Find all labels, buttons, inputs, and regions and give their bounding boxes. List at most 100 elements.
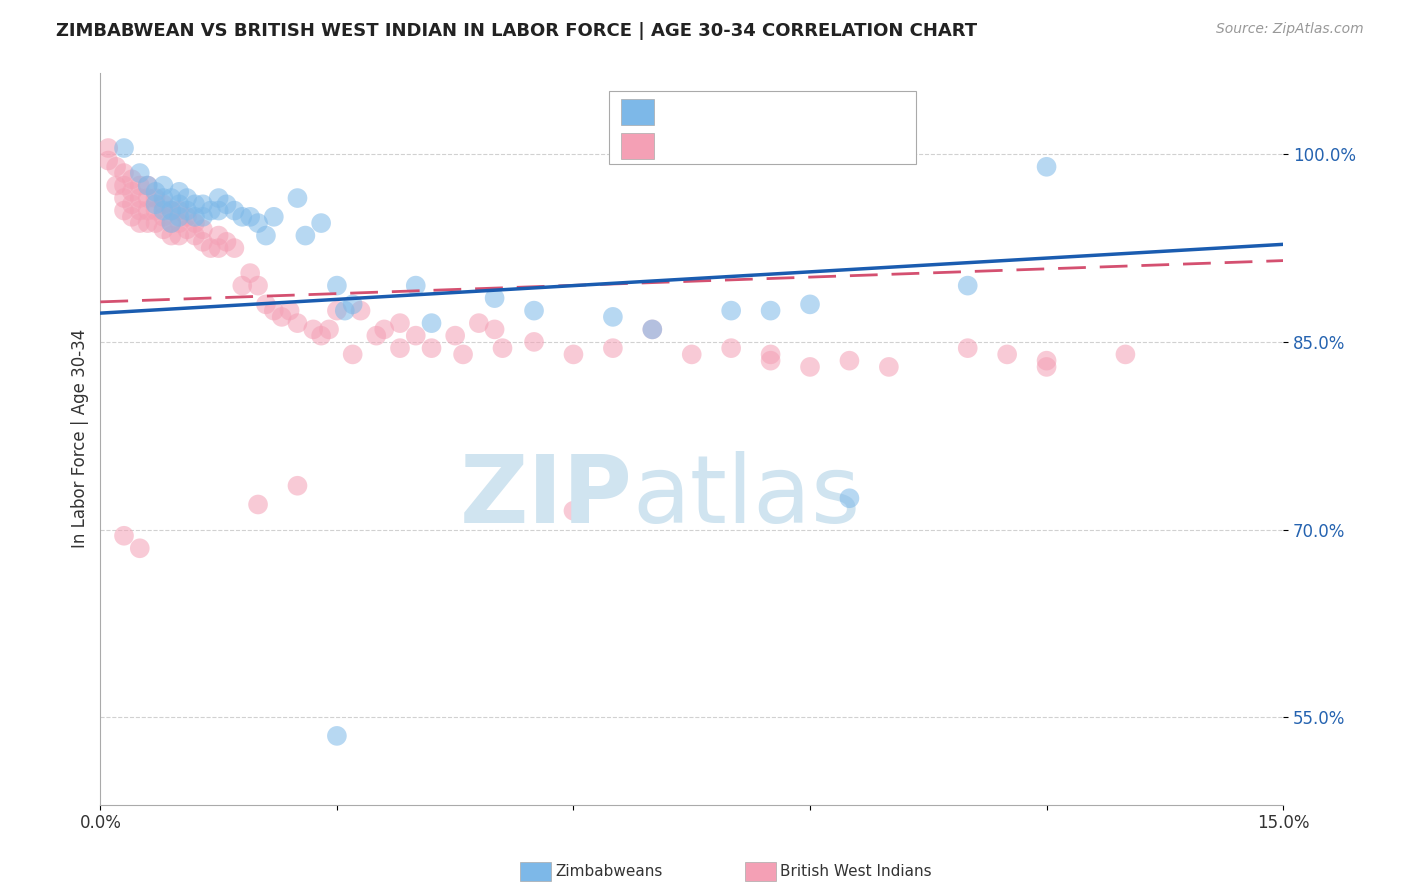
Point	[97, 153, 120, 168]
Point	[491, 341, 513, 355]
Point	[136, 178, 159, 193]
Point	[112, 141, 135, 155]
Point	[523, 334, 546, 349]
Point	[207, 191, 229, 205]
Point	[191, 197, 214, 211]
Point	[176, 191, 198, 205]
Point	[128, 178, 150, 193]
Point	[145, 216, 167, 230]
Point	[184, 210, 207, 224]
FancyBboxPatch shape	[609, 91, 917, 164]
Point	[641, 322, 664, 336]
Point	[278, 303, 301, 318]
Point	[287, 316, 309, 330]
Point	[152, 210, 174, 224]
Point	[145, 203, 167, 218]
Point	[468, 316, 491, 330]
Point	[405, 278, 427, 293]
Point	[239, 266, 262, 280]
Point	[759, 347, 782, 361]
Text: Zimbabweans: Zimbabweans	[555, 864, 662, 879]
Point	[231, 210, 253, 224]
Point	[191, 235, 214, 249]
Point	[145, 197, 167, 211]
Point	[602, 310, 624, 324]
Point	[136, 203, 159, 218]
Point	[128, 203, 150, 218]
Point	[231, 278, 253, 293]
Point	[121, 172, 143, 186]
Point	[239, 210, 262, 224]
FancyBboxPatch shape	[621, 99, 654, 125]
Point	[176, 210, 198, 224]
Point	[838, 353, 860, 368]
Text: ZIP: ZIP	[460, 451, 633, 543]
Point	[200, 203, 222, 218]
Point	[995, 347, 1018, 361]
Point	[562, 504, 585, 518]
Point	[349, 303, 371, 318]
Point	[136, 178, 159, 193]
Point	[309, 216, 332, 230]
Point	[309, 328, 332, 343]
Point	[318, 322, 340, 336]
Point	[160, 228, 183, 243]
Point	[523, 303, 546, 318]
Point	[176, 203, 198, 218]
Point	[1035, 160, 1057, 174]
Point	[200, 241, 222, 255]
Point	[152, 222, 174, 236]
Point	[207, 203, 229, 218]
Point	[136, 216, 159, 230]
Point	[247, 498, 270, 512]
Point	[215, 197, 238, 211]
Point	[215, 235, 238, 249]
Point	[152, 197, 174, 211]
Point	[152, 203, 174, 218]
Point	[420, 341, 443, 355]
Text: ZIMBABWEAN VS BRITISH WEST INDIAN IN LABOR FORCE | AGE 30-34 CORRELATION CHART: ZIMBABWEAN VS BRITISH WEST INDIAN IN LAB…	[56, 22, 977, 40]
Point	[191, 210, 214, 224]
Point	[720, 341, 742, 355]
Point	[799, 297, 821, 311]
Point	[484, 291, 506, 305]
Point	[326, 303, 349, 318]
Point	[254, 297, 277, 311]
Point	[152, 191, 174, 205]
Point	[247, 216, 270, 230]
Point	[956, 341, 979, 355]
Point	[167, 185, 190, 199]
Point	[160, 203, 183, 218]
Point	[342, 297, 364, 311]
Point	[263, 303, 285, 318]
Point	[112, 529, 135, 543]
Point	[799, 359, 821, 374]
Point	[112, 203, 135, 218]
Point	[160, 191, 183, 205]
Point	[145, 185, 167, 199]
Point	[877, 359, 900, 374]
Point	[326, 729, 349, 743]
Point	[160, 203, 183, 218]
Point	[333, 303, 356, 318]
Point	[128, 191, 150, 205]
Point	[342, 347, 364, 361]
Point	[145, 191, 167, 205]
Point	[224, 241, 246, 255]
Text: Source: ZipAtlas.com: Source: ZipAtlas.com	[1216, 22, 1364, 37]
Point	[152, 178, 174, 193]
Point	[759, 353, 782, 368]
Point	[224, 203, 246, 218]
Point	[128, 541, 150, 556]
Point	[484, 322, 506, 336]
Point	[956, 278, 979, 293]
Point	[444, 328, 467, 343]
Point	[1114, 347, 1136, 361]
Text: atlas: atlas	[633, 451, 860, 543]
Point	[184, 197, 207, 211]
Point	[302, 322, 325, 336]
Point	[720, 303, 742, 318]
Point	[105, 160, 128, 174]
Point	[254, 228, 277, 243]
Point	[294, 228, 316, 243]
